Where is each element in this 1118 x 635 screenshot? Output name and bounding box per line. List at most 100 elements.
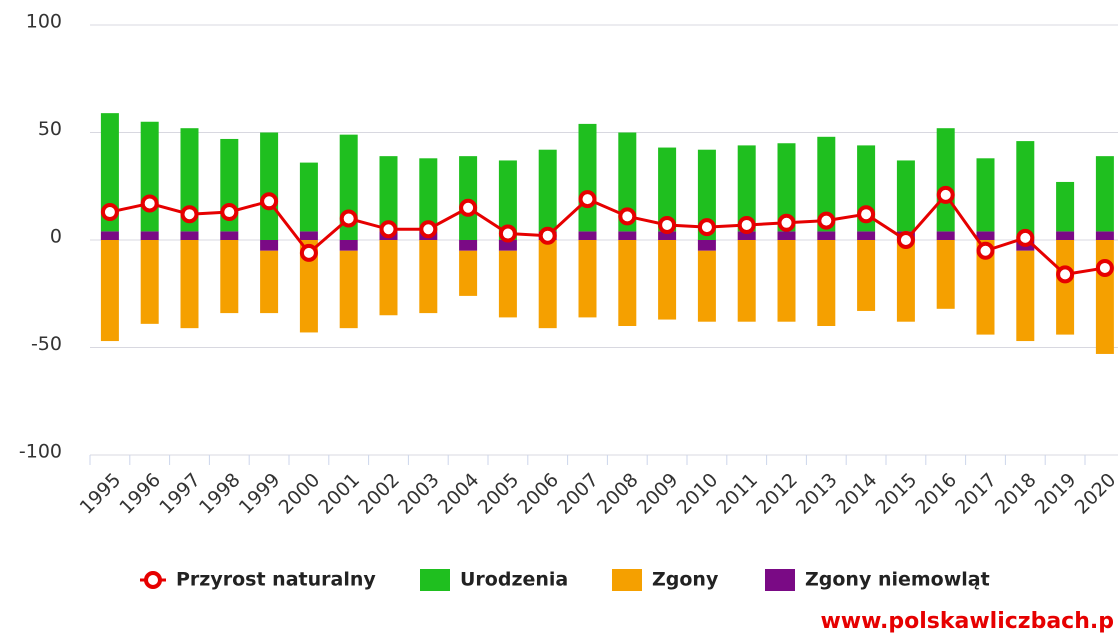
bar (896, 160, 915, 232)
bar (1016, 141, 1035, 240)
x-tick-label: 2012 (752, 469, 802, 519)
point (180, 205, 199, 224)
legend-label: Zgony (652, 569, 719, 591)
point (618, 207, 637, 226)
bar (817, 136, 836, 232)
legend-marker (144, 571, 162, 589)
bar (498, 250, 517, 318)
bar (817, 231, 836, 240)
y-tick-label: 100 (26, 11, 62, 33)
point (936, 185, 955, 204)
x-tick-label: 2020 (1071, 469, 1118, 519)
bar (896, 240, 915, 322)
bar (697, 149, 716, 240)
bar (578, 231, 597, 240)
legend-swatch (420, 569, 450, 591)
y-tick-label: 50 (38, 118, 62, 140)
point (339, 209, 358, 228)
point (379, 220, 398, 239)
bar (100, 240, 119, 342)
bar (976, 240, 995, 335)
x-tick-label: 2001 (314, 469, 364, 519)
point (100, 203, 119, 222)
bar (817, 240, 836, 326)
bar (1056, 240, 1075, 335)
bar (777, 240, 796, 322)
x-tick-label: 2000 (275, 469, 325, 519)
bar (857, 240, 876, 311)
point (1016, 228, 1035, 247)
bar (299, 162, 318, 232)
bar (578, 240, 597, 318)
bar (260, 132, 279, 240)
point (299, 243, 318, 262)
point (538, 226, 557, 245)
bar (180, 231, 199, 240)
x-tick-label: 2011 (712, 469, 762, 519)
x-tick-label: 1999 (235, 469, 285, 519)
y-tick-label: 0 (50, 226, 62, 248)
bar (260, 240, 279, 251)
x-tick-label: 2003 (394, 469, 444, 519)
bar (658, 240, 677, 320)
bar (737, 240, 756, 322)
point (140, 194, 159, 213)
point (817, 211, 836, 230)
point (1056, 265, 1075, 284)
x-tick-label: 1995 (76, 469, 126, 519)
x-tick-label: 2005 (474, 469, 524, 519)
bar (578, 123, 597, 232)
bar (459, 240, 478, 251)
x-tick-label: 2013 (792, 469, 842, 519)
legend-label: Przyrost naturalny (176, 569, 376, 591)
bar (419, 158, 438, 232)
point (697, 218, 716, 237)
x-tick-label: 1996 (115, 469, 165, 519)
bar (140, 121, 159, 232)
bar (459, 156, 478, 240)
bar (618, 132, 637, 232)
bar (658, 231, 677, 240)
bar (1095, 231, 1114, 240)
bar (180, 128, 199, 232)
bar (220, 231, 239, 240)
bar (936, 231, 955, 240)
bar (976, 231, 995, 240)
bar (100, 231, 119, 240)
bar (697, 240, 716, 251)
y-tick-label: -50 (31, 333, 62, 355)
x-tick-label: 1997 (155, 469, 205, 519)
point (260, 192, 279, 211)
x-tick-label: 1998 (195, 469, 245, 519)
bar (339, 250, 358, 329)
x-tick-label: 2014 (832, 469, 882, 519)
x-tick-label: 2010 (673, 469, 723, 519)
point (896, 231, 915, 249)
point (498, 224, 517, 243)
x-tick-label: 2009 (633, 469, 683, 519)
bar (498, 160, 517, 240)
bar (538, 149, 557, 232)
bar (1095, 240, 1114, 354)
bar (777, 143, 796, 232)
bar (498, 240, 517, 251)
bar (220, 240, 239, 314)
x-tick-label: 2002 (354, 469, 404, 519)
line (109, 192, 1106, 276)
bar (936, 128, 955, 232)
x-tick-label: 2006 (513, 469, 563, 519)
legend-label: Zgony niemowląt (805, 569, 990, 591)
point (777, 213, 796, 232)
bar (1095, 156, 1114, 232)
x-tick-label: 2018 (991, 469, 1041, 519)
x-tick-label: 2017 (951, 469, 1001, 519)
bar (1056, 231, 1075, 240)
bar (180, 240, 199, 329)
x-tick-label: 2008 (593, 469, 643, 519)
bar (777, 231, 796, 240)
bar (1056, 181, 1075, 232)
x-tick-label: 2016 (911, 469, 961, 519)
point (459, 198, 478, 217)
point (737, 215, 756, 234)
x-tick-label: 2015 (872, 469, 922, 519)
